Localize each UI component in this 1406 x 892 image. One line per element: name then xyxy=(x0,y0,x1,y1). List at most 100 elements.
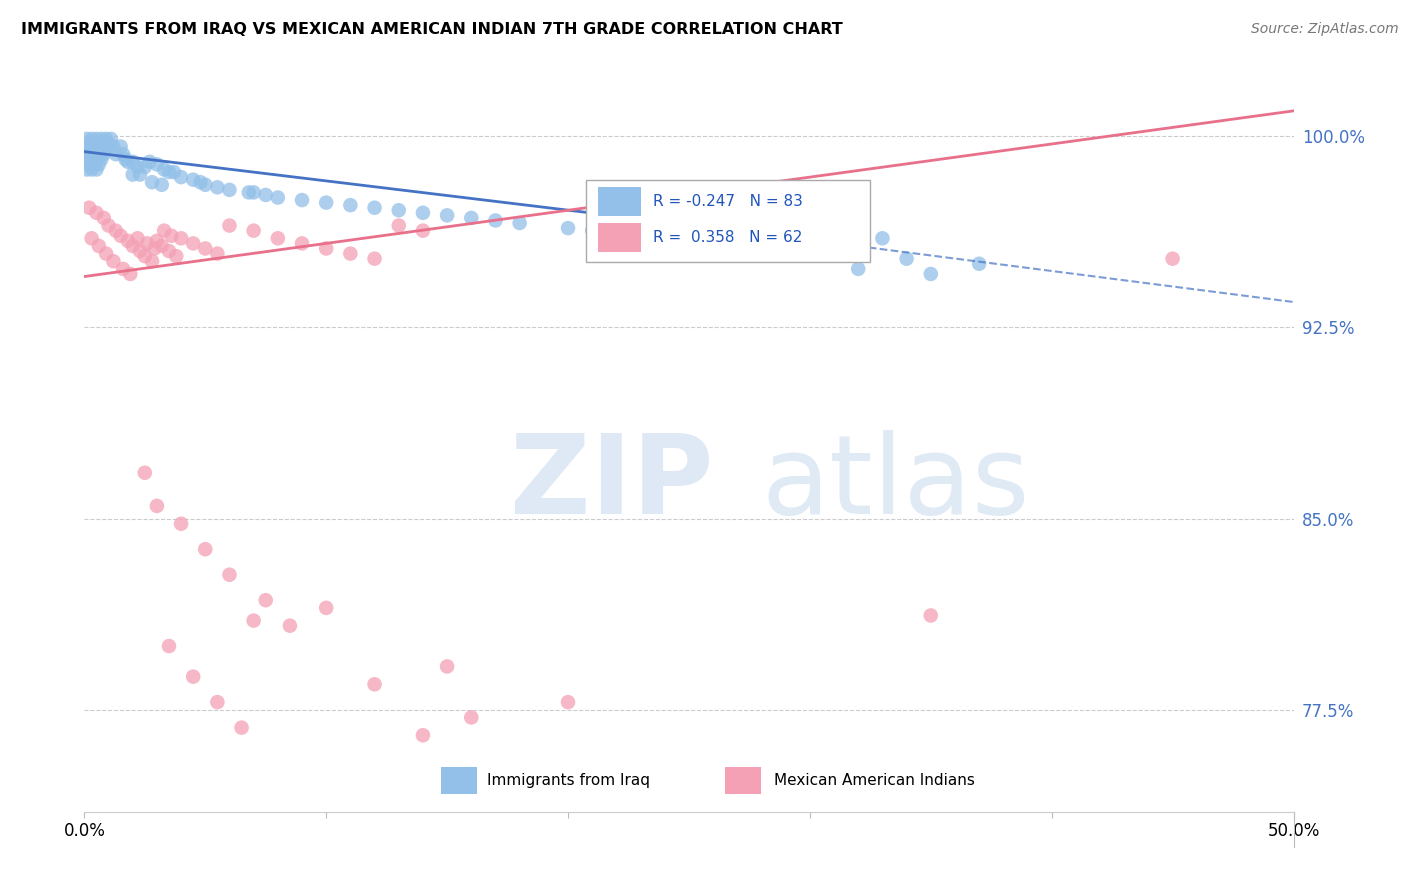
Point xyxy=(83,147,105,161)
Point xyxy=(80,162,103,177)
Point xyxy=(143,242,166,256)
Point xyxy=(194,242,217,256)
Text: Mexican American Indians: Mexican American Indians xyxy=(773,772,974,788)
Text: Immigrants from Iraq: Immigrants from Iraq xyxy=(486,772,650,788)
Point xyxy=(165,249,187,263)
Point xyxy=(141,175,163,189)
Point xyxy=(117,154,139,169)
Point xyxy=(80,142,103,156)
Point xyxy=(129,244,152,258)
Point xyxy=(751,239,773,253)
Point xyxy=(218,567,240,582)
Point xyxy=(170,231,193,245)
Point xyxy=(896,252,918,266)
Point xyxy=(242,614,264,628)
Point xyxy=(87,136,110,151)
Point xyxy=(86,142,108,156)
Point xyxy=(254,188,277,202)
Point xyxy=(100,132,122,146)
Point xyxy=(872,231,894,245)
Point xyxy=(87,147,110,161)
Point xyxy=(436,208,458,222)
Point xyxy=(97,136,120,151)
Point xyxy=(136,236,159,251)
Point xyxy=(76,142,98,156)
Point xyxy=(630,228,652,243)
Point xyxy=(127,160,149,174)
Point xyxy=(339,246,361,260)
Point xyxy=(231,721,253,735)
Point xyxy=(605,226,627,240)
FancyBboxPatch shape xyxy=(599,223,641,252)
Point xyxy=(76,153,98,167)
Point xyxy=(97,136,120,151)
Point xyxy=(90,132,112,146)
Point xyxy=(77,136,100,151)
Point xyxy=(315,600,337,615)
Point xyxy=(146,499,169,513)
Point xyxy=(94,142,117,156)
Point xyxy=(93,136,115,151)
Point xyxy=(134,160,156,174)
Point xyxy=(94,246,117,260)
Point xyxy=(77,201,100,215)
Point xyxy=(278,618,301,632)
Point xyxy=(112,261,135,276)
Text: ZIP: ZIP xyxy=(510,430,713,537)
Point xyxy=(153,224,176,238)
Point xyxy=(90,153,112,167)
FancyBboxPatch shape xyxy=(586,180,870,262)
Point xyxy=(207,246,229,260)
Point xyxy=(581,224,603,238)
Point xyxy=(181,236,204,251)
Point xyxy=(93,211,115,225)
Point xyxy=(104,224,127,238)
Point xyxy=(291,236,314,251)
Point xyxy=(86,153,108,167)
Point xyxy=(138,154,160,169)
Point xyxy=(112,147,135,161)
Point xyxy=(170,170,193,185)
Point xyxy=(460,710,482,724)
Point xyxy=(150,239,173,253)
Point xyxy=(146,157,169,171)
Point xyxy=(363,252,385,266)
Point xyxy=(218,183,240,197)
Point xyxy=(509,216,531,230)
Point xyxy=(150,178,173,192)
Point xyxy=(181,172,204,186)
Point xyxy=(254,593,277,607)
Point xyxy=(557,221,579,235)
Point xyxy=(242,224,264,238)
Point xyxy=(315,242,337,256)
Point xyxy=(103,254,125,268)
Point xyxy=(207,180,229,194)
Point xyxy=(117,234,139,248)
Point xyxy=(363,201,385,215)
Point xyxy=(80,231,103,245)
FancyBboxPatch shape xyxy=(725,767,762,794)
Point xyxy=(80,132,103,146)
Point xyxy=(218,219,240,233)
Point xyxy=(110,228,132,243)
Point xyxy=(181,670,204,684)
Point xyxy=(267,231,290,245)
Point xyxy=(412,224,434,238)
Point xyxy=(87,157,110,171)
Point xyxy=(967,257,990,271)
Point xyxy=(190,175,212,189)
Point xyxy=(678,234,700,248)
Point xyxy=(291,193,314,207)
Point xyxy=(388,203,411,218)
Point xyxy=(207,695,229,709)
Point xyxy=(90,142,112,156)
Point xyxy=(412,206,434,220)
Point xyxy=(121,168,143,182)
Text: atlas: atlas xyxy=(762,430,1031,537)
Point xyxy=(76,162,98,177)
Point xyxy=(146,234,169,248)
Point xyxy=(110,139,132,153)
Point xyxy=(157,639,180,653)
Point xyxy=(127,231,149,245)
Point xyxy=(77,157,100,171)
